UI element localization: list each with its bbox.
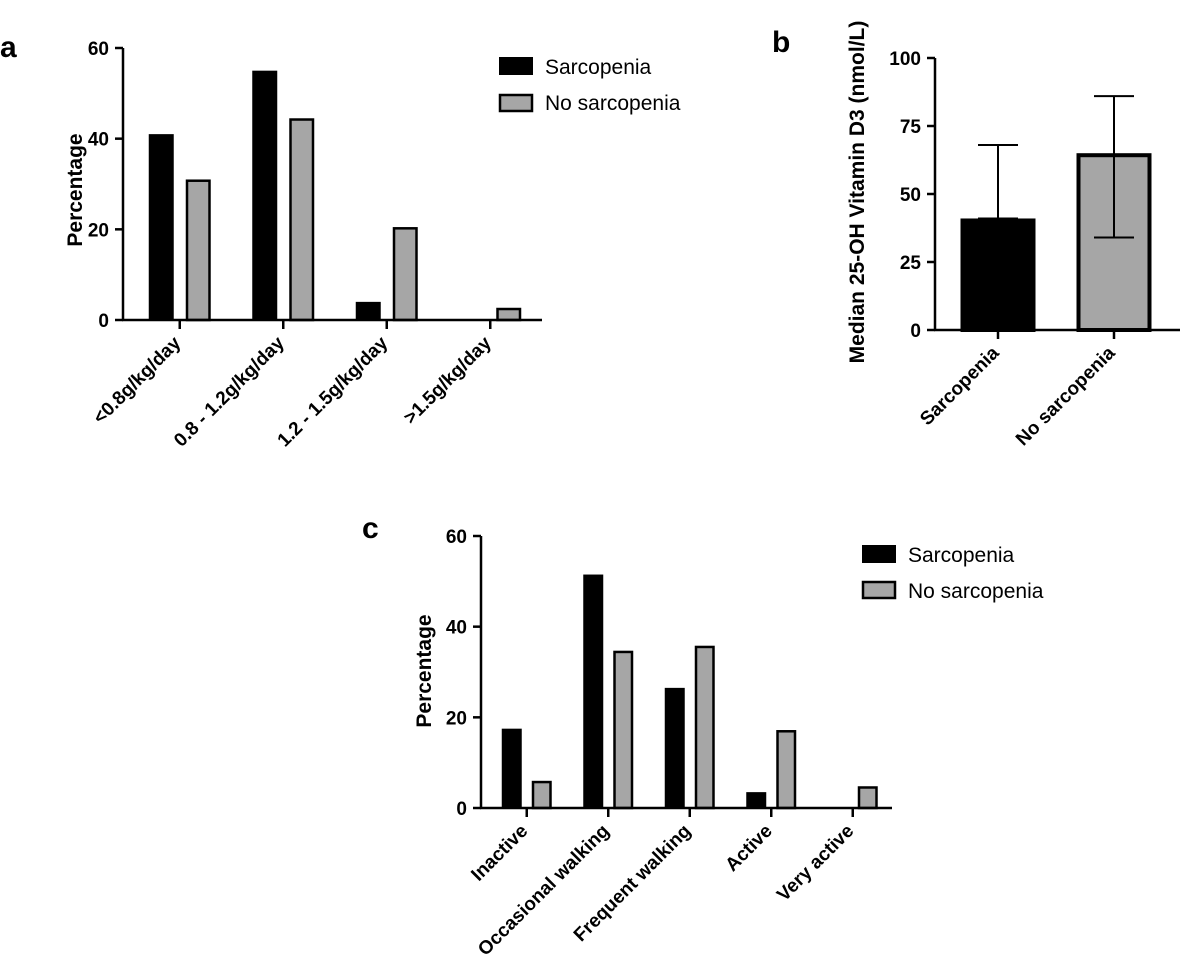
panel-c-bar-no-sarcopenia-3 — [776, 730, 797, 810]
panel-a-letter: a — [0, 31, 17, 64]
panel-c-bar-no-sarcopenia-0 — [531, 780, 552, 810]
panel-a-bar-sarcopenia-2 — [355, 301, 381, 321]
panel-b-category-label-1: No sarcopenia — [1012, 342, 1120, 450]
panel-c-bar-no-sarcopenia-2 — [694, 645, 715, 810]
panel-c-bar-sarcopenia-1 — [583, 574, 604, 809]
panel-b-ytick-label-0: 0 — [910, 321, 921, 342]
panel-a-legend: Sarcopenia No sarcopenia — [498, 56, 681, 115]
panel-a-ytick-label-40: 40 — [88, 130, 109, 151]
panel-b-ytick-label-75: 75 — [900, 117, 922, 138]
panel-a-category-label-0: <0.8g/kg/day — [89, 332, 185, 428]
panel-b-ytick-label-25: 25 — [900, 253, 922, 274]
panel-b-ylabel: Median 25-OH Vitamin D3 (nmol/L) — [846, 21, 869, 364]
panel-a-bar-no-sarcopenia-2 — [392, 227, 418, 322]
panel-b-chart: b 0 25 50 75 100 Sarcopenia No sarcopenia Medi… — [772, 21, 1180, 450]
panel-a-category-label-1: 0.8 - 1.2g/kg/day — [170, 332, 289, 451]
panel-a-bar-no-sarcopenia-0 — [185, 179, 211, 322]
panel-c-category-label-0: Inactive — [467, 821, 532, 886]
panel-c-letter: c — [362, 512, 379, 545]
legend-c-no-sarcopenia-label: No sarcopenia — [908, 580, 1044, 603]
panel-a-bar-no-sarcopenia-3 — [496, 307, 522, 322]
panel-b-letter: b — [772, 26, 790, 59]
panel-b-ytick-label-50: 50 — [900, 185, 921, 206]
legend-a-sarcopenia-label: Sarcopenia — [545, 56, 652, 79]
panel-c-bar-sarcopenia-0 — [501, 728, 522, 809]
legend-c-no-sarcopenia-swatch — [861, 580, 897, 600]
panel-b-bar-1 — [1076, 153, 1152, 332]
panel-c-category-label-3: Active — [722, 821, 777, 876]
panel-a-ytick-label-20: 20 — [88, 220, 109, 241]
panel-a-ytick-label-60: 60 — [88, 39, 109, 60]
panel-c-bar-no-sarcopenia-4 — [857, 786, 878, 810]
legend-c-sarcopenia-swatch — [862, 545, 896, 563]
panel-b-bar-0 — [960, 218, 1036, 332]
panel-a-category-label-3: >1.5g/kg/day — [400, 332, 496, 428]
panel-b-ytick-label-100: 100 — [889, 49, 921, 70]
panel-c-legend: Sarcopenia No sarcopenia — [861, 544, 1044, 603]
panel-c-ytick-label-40: 40 — [446, 618, 467, 639]
panel-c-ytick-label-0: 0 — [456, 799, 467, 820]
panel-a-ylabel: Percentage — [64, 133, 87, 246]
panel-a-ytick-label-0: 0 — [98, 311, 109, 332]
panel-c-ytick-label-60: 60 — [446, 527, 467, 548]
panel-c-bar-no-sarcopenia-1 — [613, 650, 634, 810]
legend-c-sarcopenia-label: Sarcopenia — [908, 544, 1015, 567]
panel-a-bar-no-sarcopenia-1 — [289, 118, 315, 322]
panel-a-bar-sarcopenia-1 — [252, 70, 278, 321]
panel-c-ylabel: Percentage — [413, 614, 436, 727]
panel-c-category-label-4: Very active — [773, 821, 858, 906]
legend-a-no-sarcopenia-swatch — [498, 93, 534, 113]
panel-b-category-label-0: Sarcopenia — [916, 342, 1004, 430]
panel-a-bar-sarcopenia-0 — [148, 134, 174, 321]
panel-c-bar-sarcopenia-2 — [664, 687, 685, 809]
panel-a-category-label-2: 1.2 - 1.5g/kg/day — [274, 332, 393, 451]
panel-c-bar-sarcopenia-3 — [746, 792, 767, 809]
legend-a-no-sarcopenia-label: No sarcopenia — [545, 92, 681, 115]
panel-c-ytick-label-20: 20 — [446, 708, 467, 729]
legend-a-sarcopenia-swatch — [499, 57, 533, 75]
